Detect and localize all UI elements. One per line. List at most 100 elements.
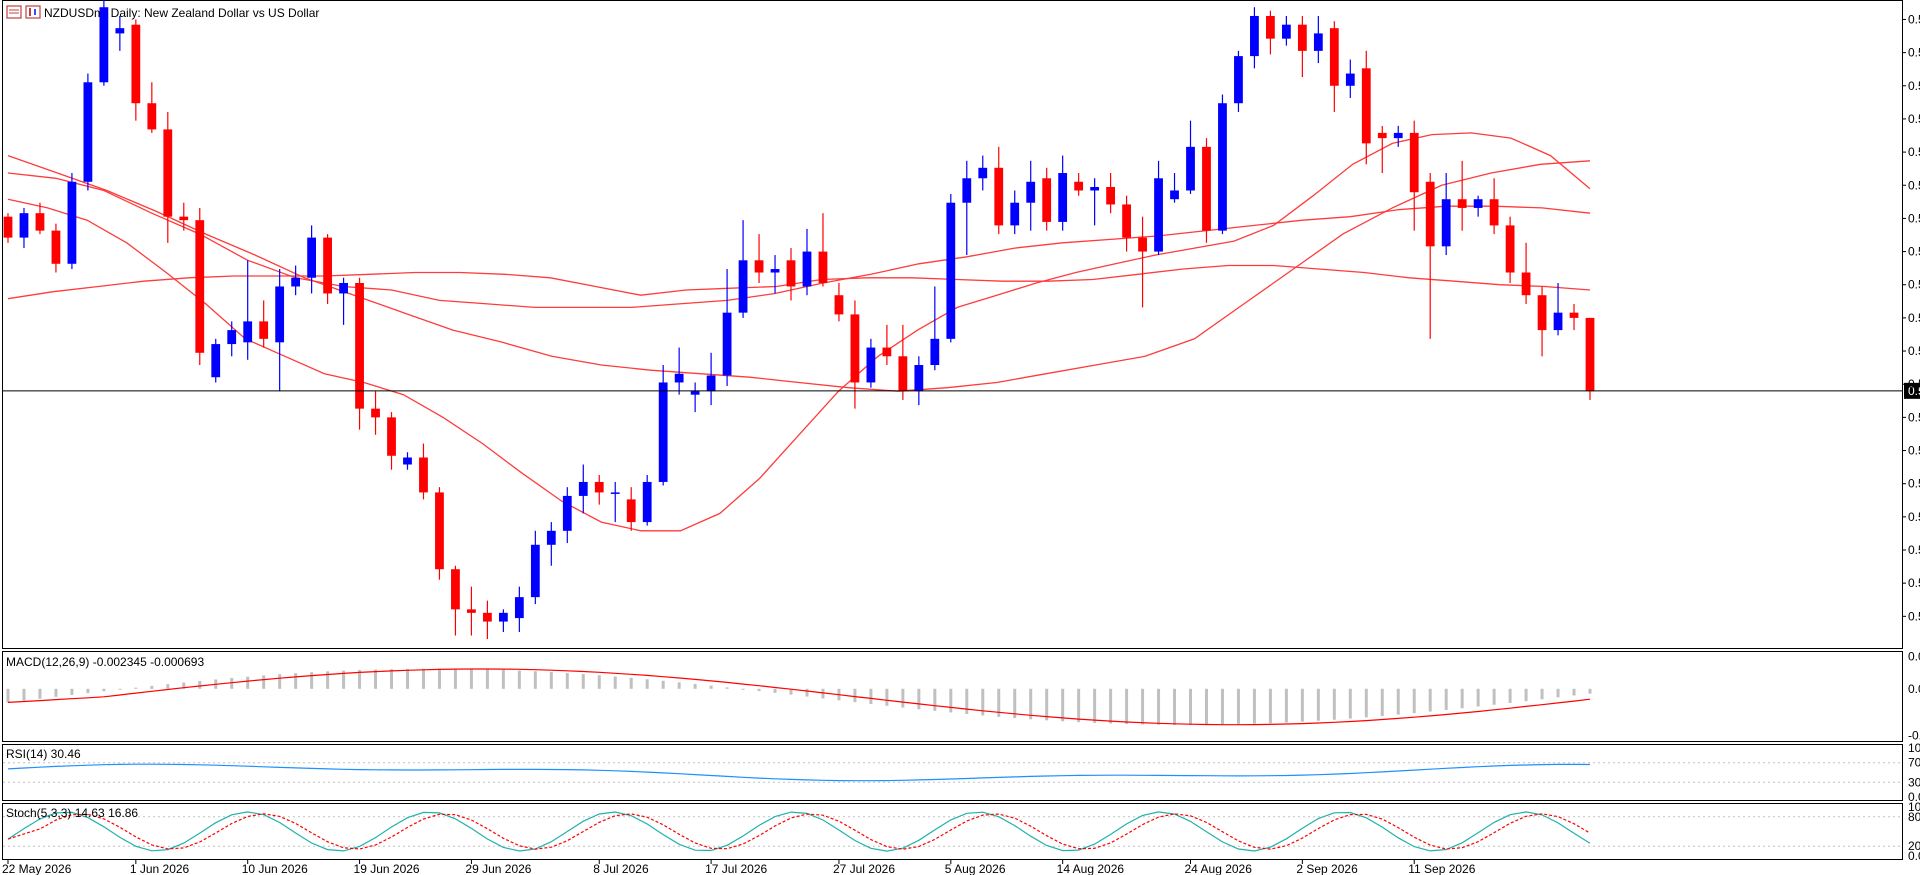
date-label: 27 Jul 2026 (833, 862, 895, 875)
macd-histogram-bar (597, 675, 601, 689)
rsi-pane[interactable] (2, 744, 1903, 801)
candle-body (1585, 317, 1595, 392)
macd-histogram-bar (1508, 688, 1512, 703)
price-tick-label: 0.57550 (1908, 410, 1920, 424)
macd-histogram-bar (54, 688, 58, 697)
macd-histogram-bar (118, 688, 122, 690)
macd-histogram-bar (374, 669, 378, 689)
candle-body (387, 417, 396, 456)
macd-tick-label: 0.000000 (1908, 682, 1920, 696)
macd-histogram-bar (1125, 688, 1129, 725)
macd-histogram-bar (981, 688, 985, 716)
price-tick-label: 0.56980 (1908, 510, 1920, 524)
macd-histogram-bar (965, 688, 969, 714)
candle-body (371, 408, 380, 418)
macd-histogram-bar (1189, 688, 1193, 725)
macd-histogram-bar (310, 672, 314, 689)
date-label: 10 Jun 2026 (242, 862, 308, 875)
price-tick-label: 0.58690 (1908, 211, 1920, 225)
price-tick-label: 0.57360 (1908, 444, 1920, 458)
macd-histogram-bar (901, 688, 905, 708)
candle-body (1010, 202, 1020, 226)
macd-histogram-bar (853, 688, 857, 703)
candle-body (658, 382, 668, 482)
macd-histogram-bar (166, 684, 170, 689)
rsi-tick-label: 30.00 (1908, 775, 1920, 789)
moving-averages (7, 132, 1591, 532)
current-price-line: 0.57702 (3, 382, 1920, 399)
stoch-main-line (7, 811, 1591, 852)
macd-pane[interactable] (2, 651, 1903, 742)
candle-body (1553, 312, 1563, 331)
macd-histogram-bar (182, 682, 186, 689)
candle-body (307, 237, 317, 278)
candle-body (451, 569, 460, 610)
macd-histogram-bar (1029, 688, 1033, 720)
macd-histogram-bar (1332, 688, 1336, 720)
macd-histogram-bar (22, 688, 26, 701)
macd-histogram-bar (1556, 688, 1560, 698)
candle-body (1202, 146, 1211, 231)
candle-body (147, 103, 157, 130)
macd-histogram-bar (805, 688, 809, 697)
macd-histogram-bar (933, 688, 937, 711)
candle-body (786, 260, 796, 287)
macd-histogram-bar (150, 685, 154, 689)
candle-body (83, 82, 93, 182)
candle-body (3, 216, 13, 238)
candle-body (1457, 199, 1467, 208)
stoch-pane[interactable] (2, 803, 1903, 860)
macd-histogram-bar (1492, 688, 1496, 705)
price-tick-label: 0.58880 (1908, 178, 1920, 192)
macd-histogram-bar (246, 676, 250, 689)
candle-body (115, 28, 125, 34)
macd-histogram-bar (1045, 688, 1049, 721)
candle-body (706, 375, 716, 392)
candle-body (738, 260, 748, 313)
macd-tick-label: 0.004846 (1908, 649, 1920, 663)
macd-histogram-bar (501, 669, 505, 689)
candle-body (1377, 132, 1387, 139)
macd-histogram-bar (1540, 688, 1544, 700)
macd-histogram-bar (1252, 688, 1256, 724)
macd-histogram-bar (1061, 688, 1065, 722)
macd-histogram-bar (86, 688, 90, 694)
stoch-tick-label: 20.00 (1908, 839, 1920, 853)
date-label: 8 Jul 2026 (593, 862, 649, 875)
candle-body (275, 286, 285, 343)
macd-histogram-bar (1013, 688, 1017, 719)
macd-histogram-bar (533, 671, 537, 689)
date-label: 24 Aug 2026 (1185, 862, 1253, 875)
rsi-tick-label: 70.00 (1908, 756, 1920, 770)
macd-histogram-bar (1380, 688, 1384, 717)
candle-body (546, 530, 556, 545)
candle-body (1266, 15, 1275, 39)
candle-body (211, 344, 221, 378)
candle-body (1393, 132, 1403, 139)
candle-body (1313, 33, 1323, 51)
candle-body (323, 237, 332, 294)
candles-icon[interactable] (25, 5, 41, 19)
price-tick-label: 0.59830 (1908, 12, 1920, 26)
candle-body (1122, 204, 1131, 238)
date-label: 11 Sep 2026 (1408, 862, 1475, 875)
macd-histogram-bar (1444, 688, 1448, 710)
macd-histogram-bar (549, 672, 553, 689)
stoch-label: Stoch(5,3,3) 14.63 16.86 (6, 806, 138, 820)
candle-body (754, 260, 764, 273)
macd-histogram-bar (1572, 688, 1576, 696)
price-tick-label: 0.57740 (1908, 377, 1920, 391)
macd-histogram-bar (629, 677, 633, 689)
price-tick-label: 0.59640 (1908, 46, 1920, 60)
stoch-tick-label: 100.00 (1908, 800, 1920, 814)
candle-body (1409, 132, 1419, 193)
chart-header: NZDUSDm, Daily: New Zealand Dollar vs US… (6, 5, 319, 20)
macd-histogram-bar (421, 668, 425, 689)
window-icon[interactable] (6, 5, 22, 19)
macd-histogram-bar (757, 688, 761, 691)
price-tick-label: 0.59260 (1908, 112, 1920, 126)
macd-histogram-bar (198, 680, 202, 689)
candle-body (99, 7, 109, 83)
macd-histogram-bar (725, 687, 729, 689)
